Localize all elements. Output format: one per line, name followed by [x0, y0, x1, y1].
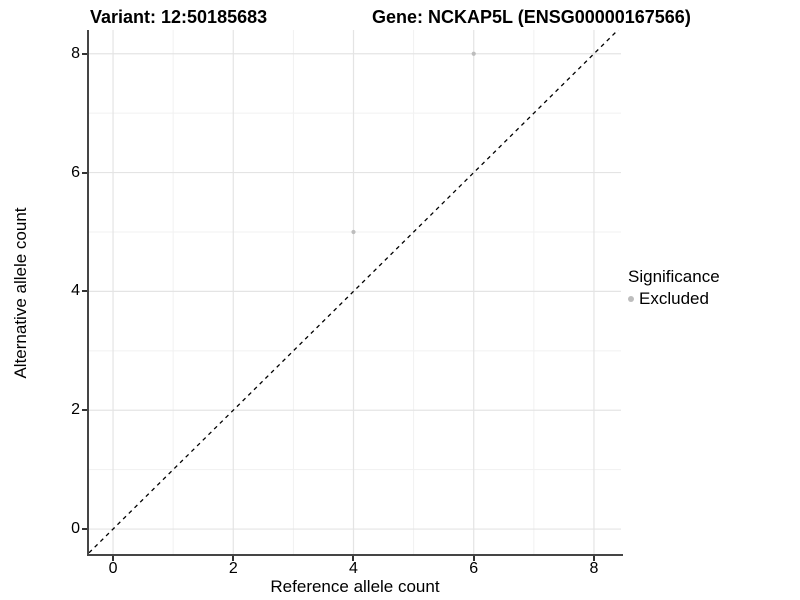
x-tick-mark: [472, 556, 475, 561]
y-tick-label: 0: [71, 520, 80, 538]
y-axis-title: Alternative allele count: [11, 207, 30, 379]
x-tick-label: 0: [108, 560, 118, 577]
gene-title: Gene: NCKAP5L (ENSG00000167566): [372, 7, 691, 27]
plot-panel: [89, 30, 621, 554]
x-tick-label: 6: [469, 560, 479, 577]
y-tick-mark: [82, 52, 87, 55]
y-tick-label: 6: [71, 163, 80, 181]
x-axis-line: [87, 554, 623, 556]
x-tick-mark: [592, 556, 595, 561]
legend-entry-label: Excluded: [639, 289, 709, 308]
legend-key-dot-icon: [628, 295, 634, 302]
y-tick-mark: [82, 409, 87, 412]
data-point: [351, 229, 356, 235]
y-tick-mark: [82, 528, 87, 531]
x-tick-label: 4: [349, 560, 358, 577]
legend-title: Significance: [628, 267, 720, 286]
y-tick-label: 4: [71, 282, 80, 300]
y-tick-mark: [82, 290, 87, 293]
plot-canvas: [89, 30, 621, 554]
x-tick-mark: [112, 556, 115, 561]
identity-line: [89, 30, 619, 554]
x-tick-mark: [232, 556, 235, 561]
y-tick-mark: [82, 171, 87, 174]
x-tick-label: 2: [228, 560, 238, 577]
x-tick-mark: [352, 556, 355, 561]
legend-entry-excluded: Excluded: [628, 289, 720, 308]
data-point: [471, 51, 476, 56]
x-axis-title: Reference allele count: [270, 577, 440, 596]
y-axis-line: [87, 30, 89, 556]
y-tick-label: 8: [71, 44, 80, 62]
x-tick-label: 8: [589, 560, 599, 577]
y-tick-label: 2: [71, 401, 80, 419]
variant-title: Variant: 12:50185683: [90, 7, 268, 27]
legend: Significance Excluded: [628, 267, 720, 308]
